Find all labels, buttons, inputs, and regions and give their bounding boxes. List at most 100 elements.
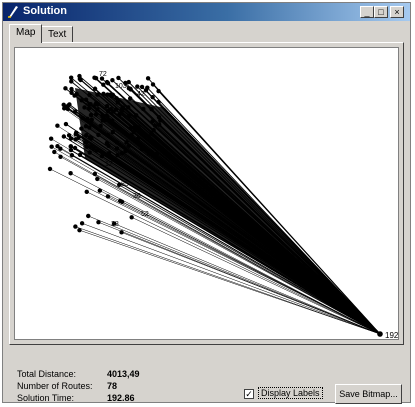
- customer-node: [151, 128, 156, 133]
- customer-node: [156, 122, 162, 127]
- customer-node: [128, 87, 133, 92]
- customer-node: [93, 76, 99, 81]
- customer-node: [66, 133, 72, 138]
- customer-node: [95, 92, 100, 97]
- customer-node: [101, 91, 106, 97]
- customer-node: [110, 130, 115, 135]
- customer-node: [131, 129, 136, 135]
- customer-node: [104, 79, 110, 85]
- customer-node: [89, 117, 94, 122]
- customer-node: [94, 148, 99, 153]
- customer-node: [83, 97, 89, 102]
- route-map: 192 72 103 42 35 12 85 36 52 38: [14, 47, 399, 340]
- minimize-button[interactable]: _: [360, 6, 374, 18]
- route-line: [131, 217, 381, 335]
- customer-node: [87, 135, 93, 140]
- customer-node: [92, 86, 98, 91]
- node-label: 52: [141, 211, 149, 218]
- total-distance-value: 4013,49: [107, 369, 140, 379]
- customer-node: [139, 130, 145, 135]
- customer-node: [73, 224, 78, 229]
- customer-node: [135, 136, 141, 141]
- close-button[interactable]: ×: [390, 6, 404, 18]
- customer-node: [149, 149, 154, 155]
- customer-node: [126, 79, 131, 85]
- customer-node: [97, 188, 103, 193]
- customer-node: [55, 143, 60, 149]
- route-line: [51, 146, 381, 335]
- customer-node: [83, 140, 89, 145]
- app-icon: [8, 6, 18, 18]
- customer-node: [52, 149, 57, 155]
- display-labels-label[interactable]: Display Labels: [258, 387, 323, 399]
- title-bar[interactable]: Solution _ □ ×: [3, 3, 410, 21]
- customer-node: [47, 166, 53, 172]
- customer-node: [127, 96, 133, 101]
- customer-node: [79, 221, 85, 226]
- tab-text[interactable]: Text: [41, 26, 74, 43]
- customer-node: [88, 144, 94, 149]
- customer-node: [114, 146, 120, 151]
- route-line: [147, 78, 381, 335]
- route-line: [146, 87, 381, 335]
- node-label: 85: [121, 181, 129, 188]
- route-line: [51, 138, 381, 335]
- node-label: 12: [105, 161, 113, 168]
- customer-node: [143, 88, 149, 93]
- customer-node: [77, 227, 82, 233]
- customer-node: [106, 143, 111, 148]
- customer-node: [74, 91, 79, 97]
- customer-node: [114, 96, 119, 101]
- customer-node: [109, 93, 114, 99]
- customer-node: [110, 77, 115, 83]
- node-label: 38: [111, 221, 119, 228]
- customer-node: [58, 146, 63, 151]
- route-line: [121, 201, 381, 335]
- window-title: Solution: [23, 5, 67, 17]
- route-line: [49, 168, 381, 335]
- tab-map[interactable]: Map: [9, 24, 43, 43]
- customer-node: [72, 145, 78, 151]
- customer-node: [61, 134, 67, 139]
- customer-node: [116, 75, 121, 81]
- save-bitmap-button[interactable]: Save Bitmap...: [335, 384, 402, 404]
- customer-node: [82, 105, 87, 110]
- routes-label: Number of Routes:: [17, 381, 93, 391]
- node-label: 42: [137, 91, 145, 98]
- customer-node: [109, 118, 115, 124]
- customer-node: [95, 176, 100, 182]
- customer-node: [73, 130, 79, 135]
- customer-node: [85, 116, 90, 121]
- solution-window: Solution _ □ × Map Text 192 72 103 42 35 12 85…: [2, 2, 411, 404]
- customer-node: [88, 102, 93, 107]
- route-bundle: [75, 88, 380, 334]
- customer-node: [150, 82, 156, 87]
- total-distance-label: Total Distance:: [17, 369, 77, 379]
- display-labels-checkbox[interactable]: ✓: [244, 389, 254, 399]
- customer-node: [98, 123, 103, 129]
- customer-node: [107, 153, 112, 158]
- customer-node: [83, 124, 89, 129]
- customer-node: [104, 113, 110, 118]
- customer-node: [119, 150, 125, 156]
- customer-node: [55, 123, 60, 128]
- customer-node: [80, 116, 86, 121]
- solution-time-label: Solution Time:: [17, 393, 75, 403]
- customer-node: [72, 109, 78, 114]
- node-label: 72: [99, 71, 107, 78]
- customer-node: [114, 140, 119, 145]
- customer-node: [111, 221, 117, 226]
- route-line: [54, 151, 381, 335]
- maximize-button[interactable]: □: [374, 6, 388, 18]
- customer-node: [73, 137, 78, 142]
- customer-node: [93, 112, 99, 117]
- customer-node: [154, 151, 160, 156]
- customer-node: [129, 132, 134, 138]
- customer-node: [156, 99, 161, 105]
- depot-node: [377, 331, 383, 337]
- customer-node: [123, 80, 128, 86]
- customer-node: [149, 107, 154, 112]
- customer-node: [77, 152, 83, 158]
- customer-node: [139, 146, 144, 152]
- customer-node: [101, 152, 106, 157]
